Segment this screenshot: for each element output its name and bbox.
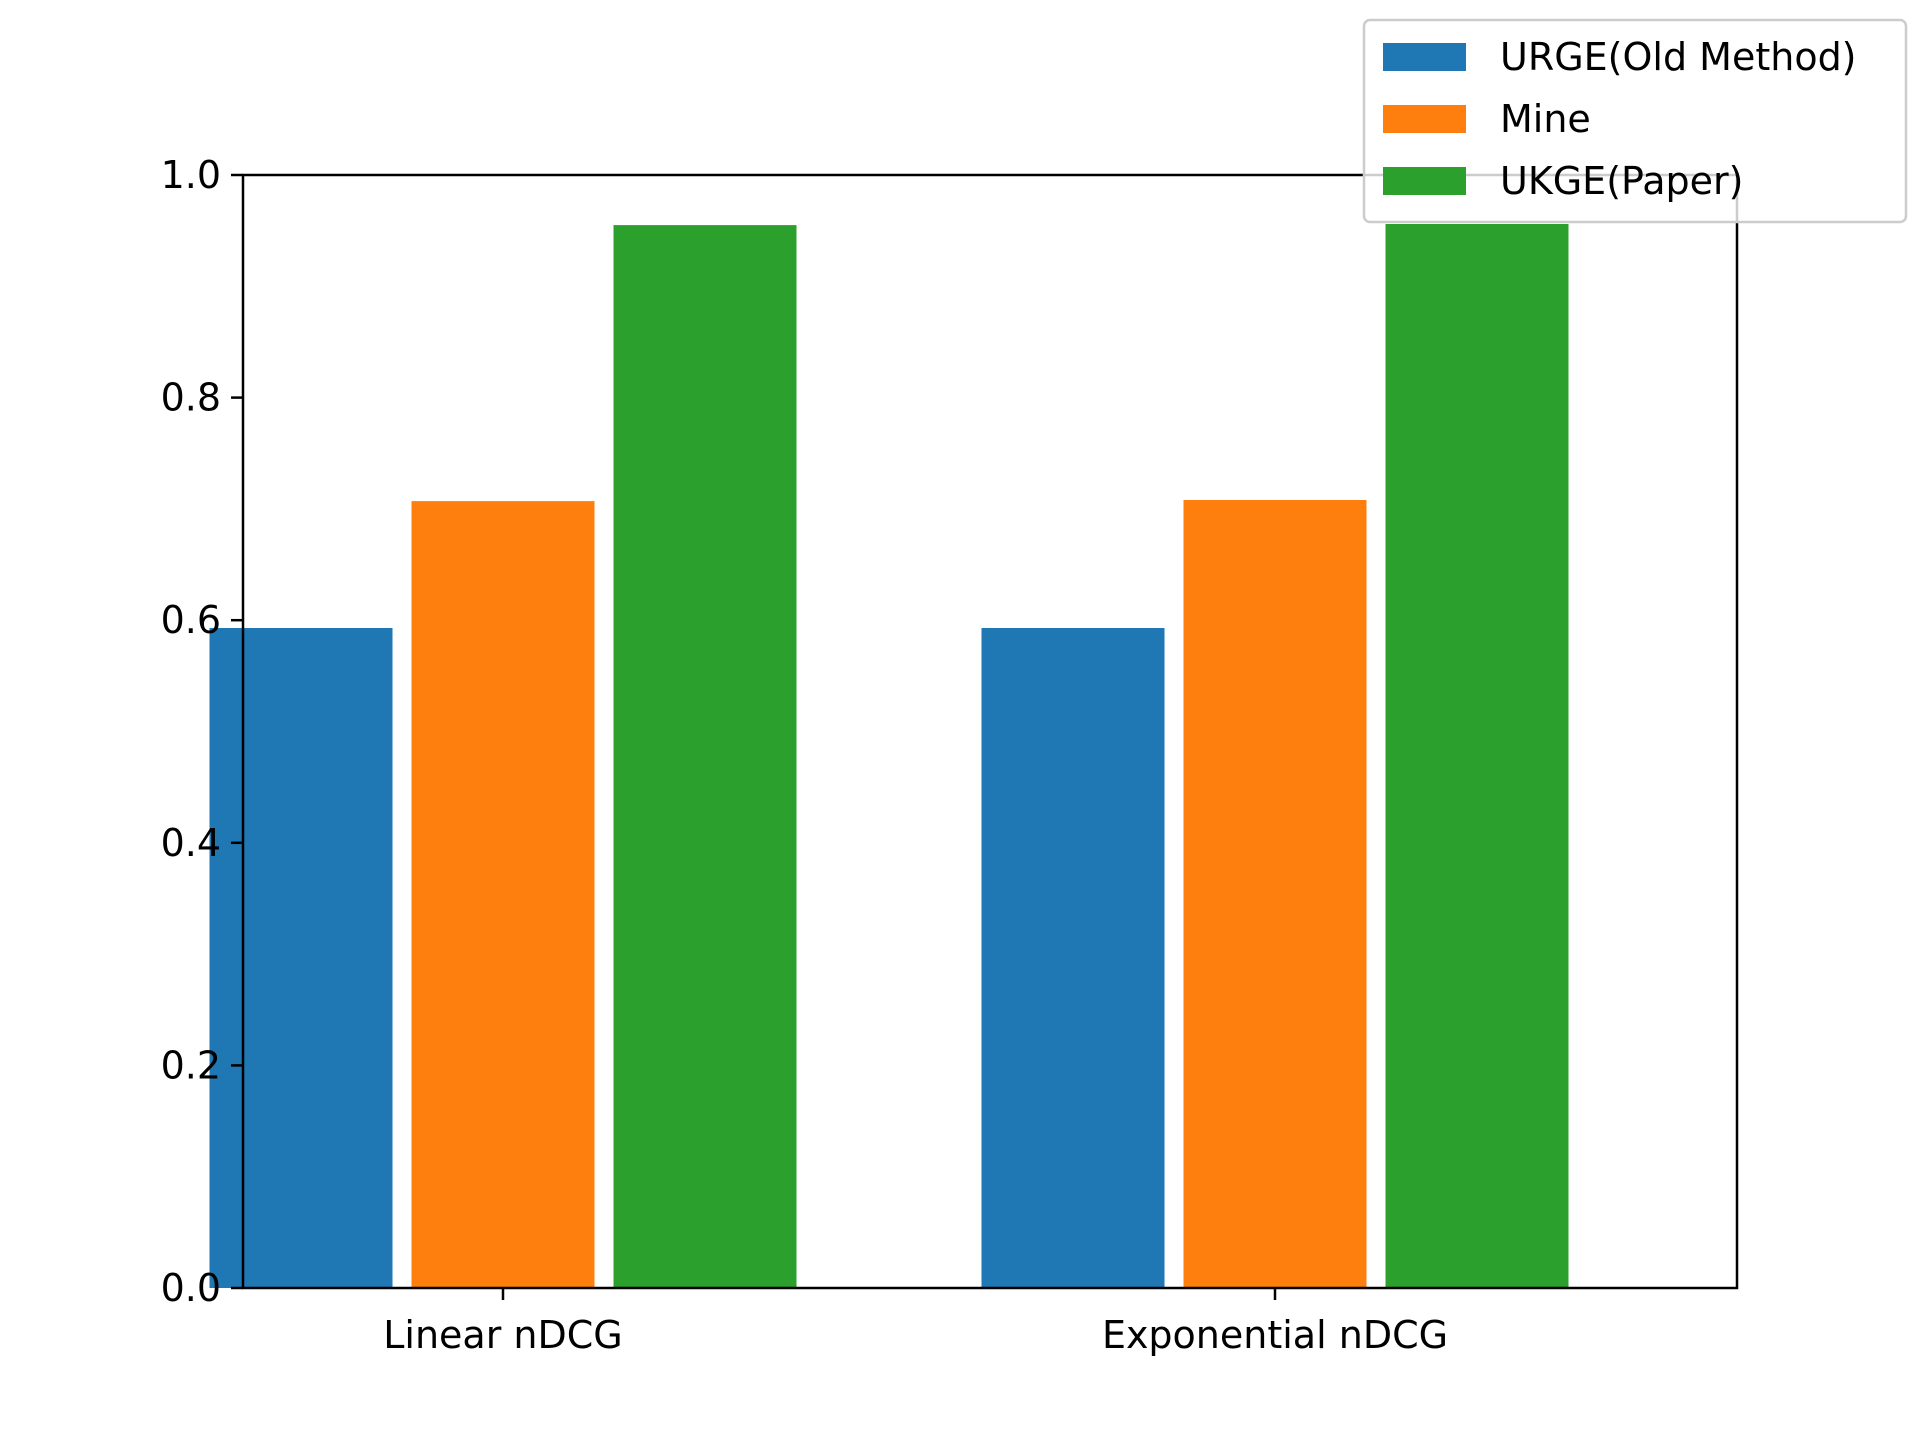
legend-label: URGE(Old Method) [1500, 35, 1857, 79]
legend-swatch [1383, 43, 1466, 71]
y-tick-label: 0.0 [161, 1266, 221, 1310]
legend-label: UKGE(Paper) [1500, 159, 1743, 203]
bar-mine-exponential-ndcg [1183, 500, 1367, 1288]
x-tick-label: Exponential nDCG [1102, 1313, 1448, 1357]
legend-box [1362, 18, 1908, 224]
bar-mine-linear-ndcg [411, 501, 595, 1289]
legend[interactable]: URGE(Old Method) Mine UKGE(Paper) [1362, 18, 1908, 224]
plot-frame [241, 173, 1739, 1290]
y-tick-label: 0.4 [161, 821, 221, 865]
bar-urge-old-method-exponential-ndcg [981, 628, 1165, 1288]
y-tick-label: 0.6 [161, 598, 221, 642]
y-axis: 0.0 0.2 0.4 0.6 0.8 1.0 [161, 153, 243, 1310]
bar-ukge-paper-linear-ndcg [613, 225, 797, 1289]
bars-layer [209, 224, 1569, 1289]
legend-swatch [1383, 167, 1466, 195]
legend-swatch [1383, 105, 1466, 133]
legend-label: Mine [1500, 97, 1591, 141]
y-tick-label: 1.0 [161, 153, 221, 197]
x-axis: Linear nDCG Exponential nDCG [383, 1288, 1448, 1357]
y-tick-label: 0.2 [161, 1043, 221, 1087]
y-tick-label: 0.8 [161, 376, 221, 420]
bar-urge-old-method-linear-ndcg [209, 628, 393, 1288]
bar-ukge-paper-exponential-ndcg [1385, 224, 1569, 1288]
x-tick-label: Linear nDCG [383, 1313, 623, 1357]
